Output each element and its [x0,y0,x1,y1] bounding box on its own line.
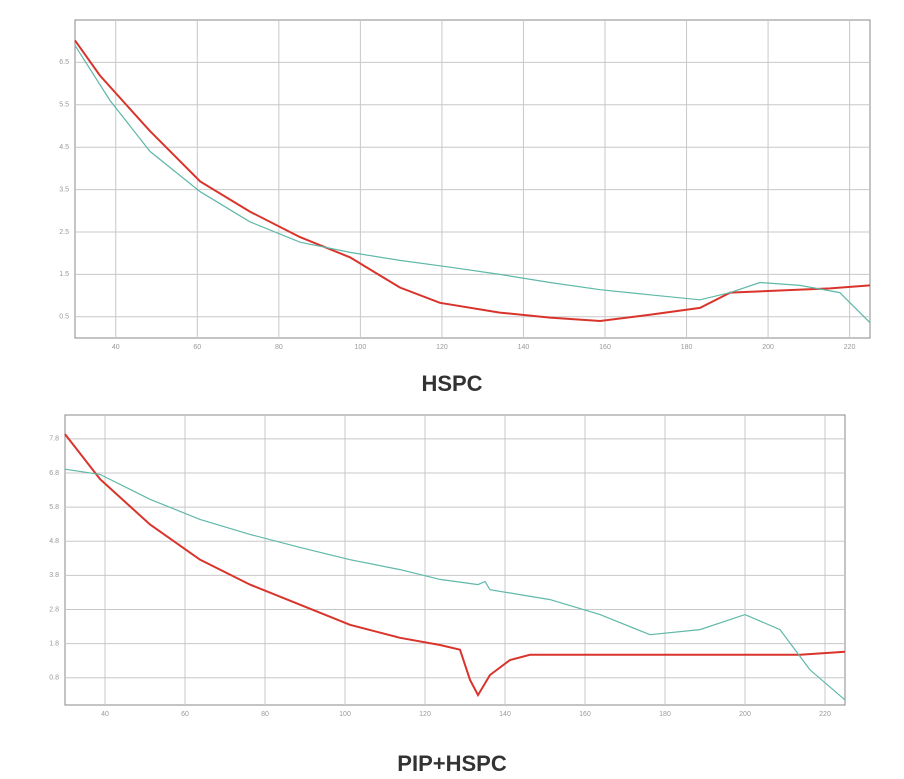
y-tick-label: 0.8 [49,675,59,682]
x-tick-label: 120 [436,344,448,351]
x-tick-label: 180 [659,711,671,718]
y-tick-label: 2.8 [49,606,59,613]
x-tick-label: 180 [681,344,693,351]
y-tick-label: 1.8 [49,640,59,647]
y-tick-label: 2.5 [59,229,69,236]
plot-frame [64,414,846,706]
x-tick-label: 60 [193,344,201,351]
x-tick-label: 200 [762,344,774,351]
x-tick-label: 160 [579,711,591,718]
y-tick-label: 3.8 [49,572,59,579]
chart-caption: HSPC [421,371,482,396]
y-tick-label: 1.5 [59,271,69,278]
x-tick-label: 40 [112,344,120,351]
x-tick-label: 200 [739,711,751,718]
y-tick-label: 6.8 [49,470,59,477]
y-tick-label: 5.8 [49,504,59,511]
x-tick-label: 140 [518,344,530,351]
x-tick-label: 100 [339,711,351,718]
y-tick-label: 3.5 [59,186,69,193]
y-tick-label: 4.8 [49,538,59,545]
x-tick-label: 60 [181,711,189,718]
x-tick-label: 80 [275,344,283,351]
y-tick-label: 6.5 [59,59,69,66]
y-tick-label: 5.5 [59,102,69,109]
plot-frame [74,19,871,339]
chart-caption: PIP+HSPC [397,751,507,776]
x-tick-label: 220 [844,344,856,351]
x-tick-label: 40 [101,711,109,718]
data-line [64,468,846,701]
x-tick-label: 140 [499,711,511,718]
y-tick-label: 7.8 [49,436,59,443]
data-line [74,39,871,323]
y-tick-label: 0.5 [59,314,69,321]
data-line [64,433,846,698]
x-tick-label: 220 [819,711,831,718]
y-tick-label: 4.5 [59,144,69,151]
x-tick-label: 80 [261,711,269,718]
x-tick-label: 120 [419,711,431,718]
data-line [74,45,871,324]
x-tick-label: 100 [355,344,367,351]
x-tick-label: 160 [599,344,611,351]
